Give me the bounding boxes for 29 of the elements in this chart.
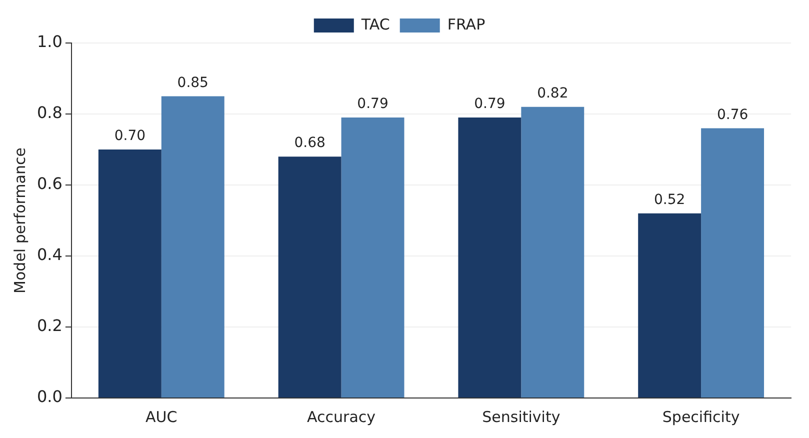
x-tick-label: Accuracy (307, 408, 376, 426)
bar (341, 118, 404, 398)
bar (701, 128, 764, 398)
y-tick-label: 1.0 (36, 32, 62, 52)
data-label: 0.79 (474, 96, 506, 112)
y-axis-title: Model performance (10, 148, 29, 294)
x-tick-label: AUC (146, 408, 178, 426)
y-tick-label: 0.8 (36, 103, 62, 122)
legend-label: TAC (360, 15, 390, 34)
data-label: 0.85 (177, 74, 208, 91)
x-tick-label: Sensitivity (482, 408, 560, 426)
y-tick-label: 0.0 (36, 387, 62, 406)
data-label: 0.76 (716, 106, 748, 123)
bar (98, 150, 162, 398)
x-tick-label: Specificity (662, 408, 740, 426)
y-tick-label: 0.4 (36, 245, 62, 264)
data-label: 0.79 (357, 96, 388, 112)
bar (161, 96, 224, 398)
data-label: 0.82 (537, 86, 568, 102)
bar (638, 213, 702, 398)
data-label: 0.52 (654, 192, 686, 208)
bar (278, 156, 342, 398)
legend-label: FRAP (447, 15, 486, 34)
data-label: 0.68 (294, 135, 326, 152)
bar (521, 106, 584, 398)
bar (458, 118, 522, 398)
data-label: 0.70 (114, 128, 146, 144)
y-tick-label: 0.2 (36, 316, 62, 336)
y-tick-label: 0.6 (36, 174, 62, 194)
